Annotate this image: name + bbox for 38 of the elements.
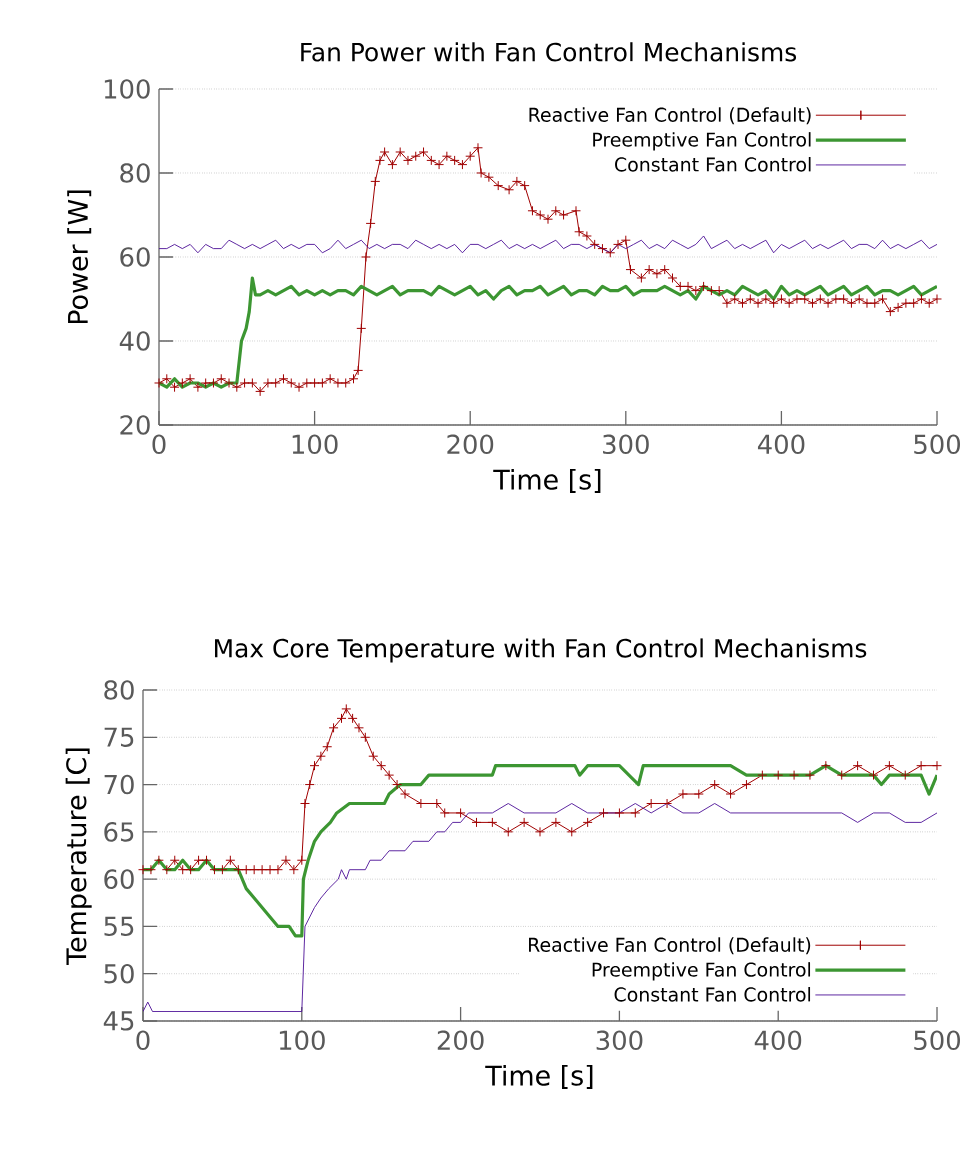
line-series xyxy=(159,235,938,254)
x-tick-label: 100 xyxy=(292,434,338,455)
legend-label: Preemptive Fan Control xyxy=(592,962,811,981)
y-axis-title: Power [W] xyxy=(67,190,92,324)
x-tick-label: 200 xyxy=(437,1030,484,1051)
legend-label: Reactive Fan Control (Default) xyxy=(529,107,811,125)
x-tick-label: 400 xyxy=(757,434,805,455)
chart-title: Max Core Temperature with Fan Control Mechanisms xyxy=(215,638,867,663)
y-tick-label: 50 xyxy=(104,963,134,984)
y-tick-label: 80 xyxy=(120,163,150,183)
y-tick-label: 45 xyxy=(103,1011,134,1031)
y-axis-title: Temperature [C] xyxy=(65,748,92,965)
x-tick-label: 0 xyxy=(152,434,166,455)
x-axis-title: Time [s] xyxy=(485,1064,593,1089)
y-tick-label: 70 xyxy=(104,774,134,795)
y-tick-label: 55 xyxy=(104,916,134,937)
x-tick-label: 300 xyxy=(603,434,649,455)
y-tick-label: 100 xyxy=(104,79,150,99)
y-tick-label: 75 xyxy=(104,727,134,747)
y-tick-label: 65 xyxy=(104,822,134,842)
y-tick-label: 80 xyxy=(104,680,134,700)
x-tick-label: 500 xyxy=(914,434,960,455)
x-tick-label: 500 xyxy=(914,1030,960,1051)
x-tick-label: 300 xyxy=(596,1030,643,1051)
x-tick-label: 100 xyxy=(279,1030,325,1051)
legend-label: Constant Fan Control xyxy=(615,156,811,172)
y-tick-label: 60 xyxy=(120,247,150,267)
y-tick-label: 20 xyxy=(120,415,150,435)
x-axis-title: Time [s] xyxy=(493,468,601,493)
y-tick-label: 40 xyxy=(119,331,150,351)
chart-title: Fan Power with Fan Control Mechanisms xyxy=(301,42,797,62)
legend-label: Preemptive Fan Control xyxy=(593,132,811,151)
legend-label: Constant Fan Control xyxy=(614,987,811,1002)
x-tick-label: 200 xyxy=(447,434,494,455)
x-tick-label: 0 xyxy=(136,1030,150,1051)
legend-label: Reactive Fan Control (Default) xyxy=(529,937,811,955)
x-tick-label: 400 xyxy=(754,1030,802,1051)
y-tick-label: 60 xyxy=(104,869,134,889)
